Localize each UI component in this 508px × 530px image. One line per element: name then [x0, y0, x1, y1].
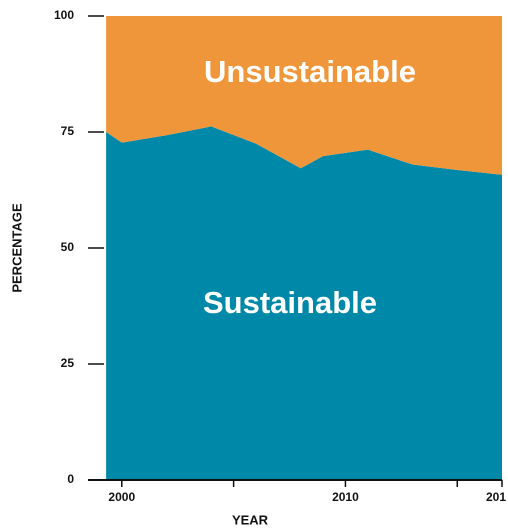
x-axis-title: YEAR	[232, 512, 269, 527]
area	[106, 16, 502, 175]
y-tick-label: 100	[54, 8, 74, 22]
x-tick-label: 2010	[332, 490, 359, 504]
x-tick-label: 201	[486, 490, 506, 504]
y-tick-label: 0	[67, 472, 74, 486]
y-tick-label: 25	[61, 356, 75, 370]
area-label: Unsustainable	[204, 54, 416, 89]
y-tick-label: 75	[61, 124, 75, 138]
area-label: Sustainable	[203, 285, 377, 320]
y-axis-title: PERCENTAGE	[9, 203, 24, 293]
x-tick-label: 2000	[108, 490, 135, 504]
y-tick-label: 50	[61, 240, 75, 254]
area	[106, 126, 502, 480]
